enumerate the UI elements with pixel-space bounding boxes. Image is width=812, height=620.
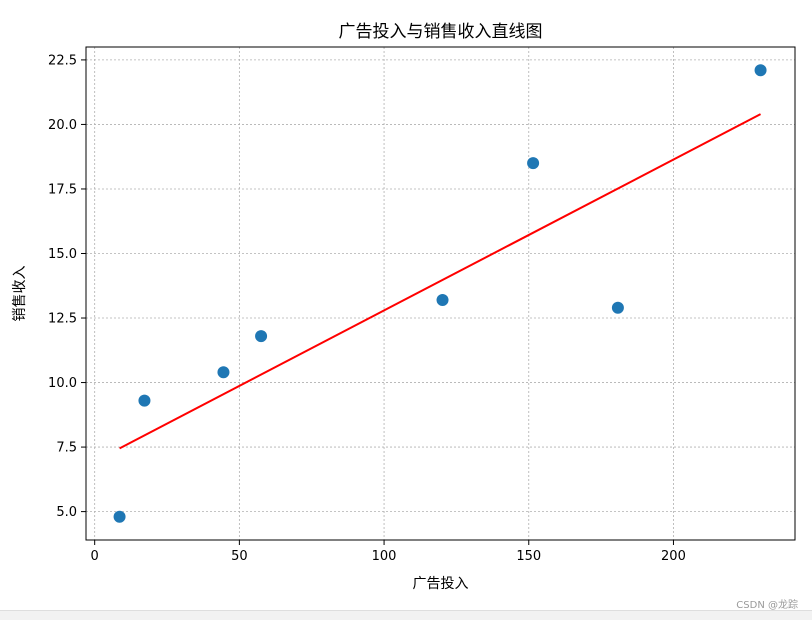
scatter-point <box>527 157 540 170</box>
chart-title: 广告投入与销售收入直线图 <box>339 22 543 42</box>
grid <box>86 47 795 540</box>
ticks: 0 50 100 150 200 5.0 7.5 10.0 12.5 15.0 17.5 20.0 22… <box>48 53 686 564</box>
bottom-strip <box>0 610 812 620</box>
plot-frame <box>85 46 796 541</box>
x-tick-label: 150 <box>516 549 541 564</box>
scatter-point <box>436 293 449 306</box>
watermark: CSDN @龙踪 <box>736 600 798 611</box>
y-tick-label: 10.0 <box>48 376 77 391</box>
regression-line <box>119 113 762 450</box>
y-tick-label: 22.5 <box>48 53 77 68</box>
x-tick-label: 100 <box>372 549 397 564</box>
y-tick-label: 5.0 <box>56 505 77 520</box>
scatter-point <box>113 510 126 523</box>
scatter-point <box>217 366 230 379</box>
scatter-point <box>754 64 767 77</box>
x-tick-label: 200 <box>661 549 686 564</box>
scatter-point <box>611 301 624 314</box>
y-tick-label: 15.0 <box>48 247 77 262</box>
y-tick-label: 12.5 <box>48 312 77 327</box>
y-tick-label: 20.0 <box>48 118 77 133</box>
y-tick-label: 17.5 <box>48 182 77 197</box>
x-tick-label: 50 <box>231 549 248 564</box>
scatter-point <box>138 394 151 407</box>
scatter-point <box>255 330 268 343</box>
x-axis-label: 广告投入 <box>413 576 469 592</box>
scatter-points <box>113 64 767 523</box>
x-tick-label: 0 <box>91 549 99 564</box>
y-tick-label: 7.5 <box>56 441 77 456</box>
y-axis-label: 销售收入 <box>12 266 28 322</box>
fit-line-layer <box>119 113 762 450</box>
